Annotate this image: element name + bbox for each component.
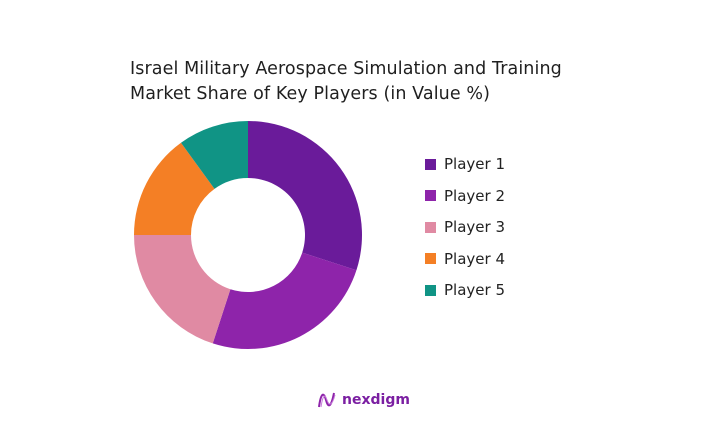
legend-label: Player 3 (444, 218, 505, 236)
chart-title-line-2: Market Share of Key Players (in Value %) (130, 84, 491, 104)
logo-text: nexdigm (342, 392, 410, 408)
legend-item: Player 1 (425, 154, 505, 174)
nexdigm-logo-icon (318, 392, 336, 408)
legend-swatch (425, 253, 436, 264)
chart-title: Israel Military Aerospace Simulation and… (130, 57, 562, 107)
slice-player-3 (134, 235, 231, 344)
chart-title-line-1: Israel Military Aerospace Simulation and… (130, 59, 562, 79)
legend-item: Player 5 (425, 280, 505, 300)
slice-player-1 (248, 121, 362, 271)
legend-swatch (425, 284, 436, 296)
legend-swatch (425, 158, 436, 170)
legend-swatch (425, 190, 436, 201)
legend-label: Player 2 (444, 186, 505, 205)
legend-item: Player 2 (425, 186, 505, 206)
legend-swatch (425, 221, 436, 233)
nexdigm-logo: nexdigm (317, 390, 410, 410)
slice-player-4 (134, 142, 215, 235)
legend-item: Player 3 (425, 217, 505, 237)
slice-player-5 (180, 121, 248, 189)
legend-item: Player 4 (425, 249, 505, 269)
slice-player-2 (212, 252, 357, 349)
legend-label: Player 4 (444, 249, 505, 268)
legend-label: Player 5 (444, 281, 505, 299)
legend-label: Player 1 (444, 155, 505, 173)
